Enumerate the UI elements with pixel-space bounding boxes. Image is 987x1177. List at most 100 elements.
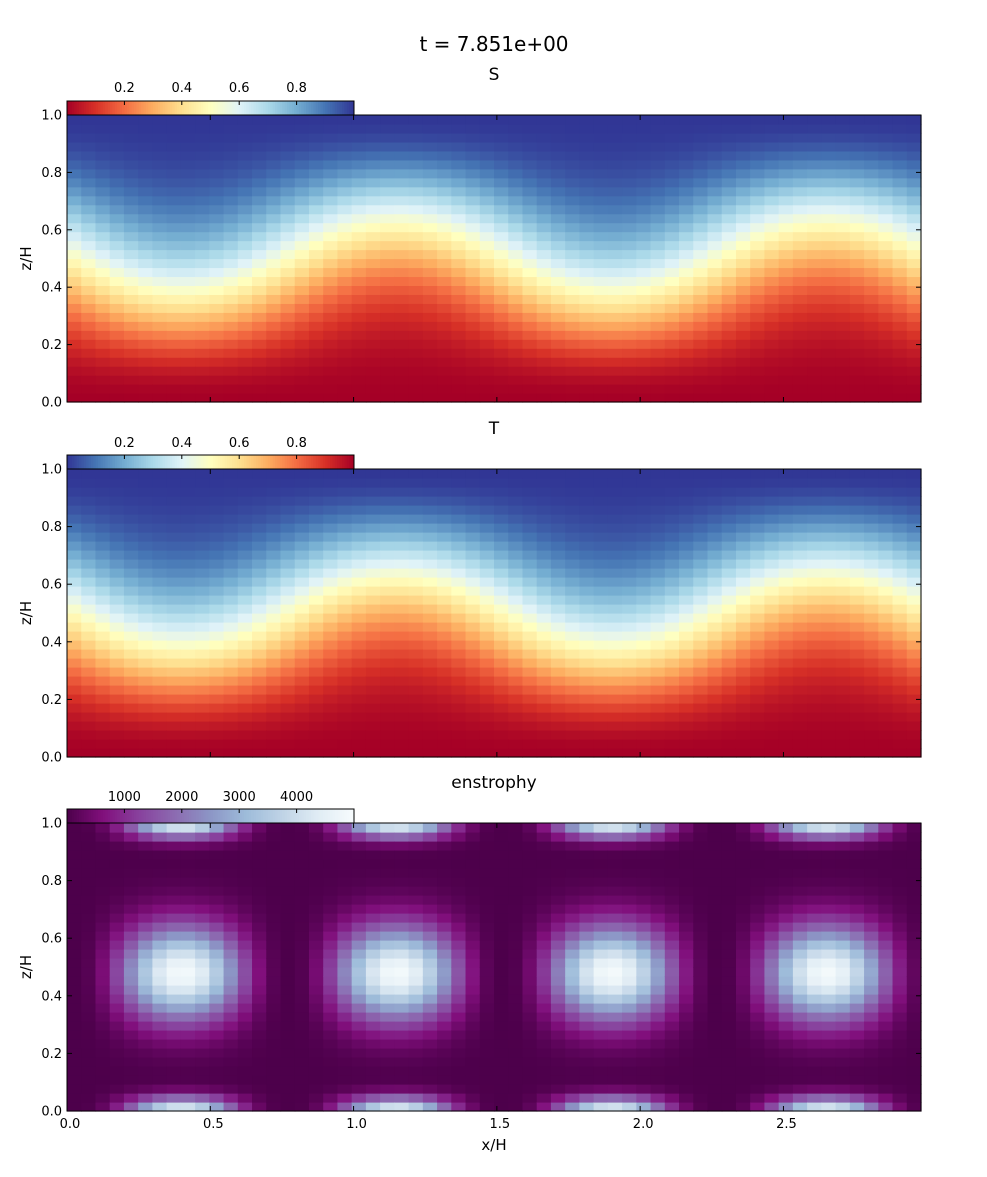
heatmap-cell <box>764 712 780 722</box>
heatmap-cell <box>864 213 879 224</box>
heatmap-cell <box>764 613 780 623</box>
heatmap-cell <box>693 240 709 251</box>
heatmap-cell <box>280 123 296 134</box>
heatmap-cell <box>252 841 267 851</box>
heatmap-cell <box>195 505 210 515</box>
heatmap-cell <box>707 514 723 524</box>
heatmap-cell <box>437 132 452 143</box>
heatmap-cell <box>750 321 766 331</box>
heatmap-cell <box>792 667 808 677</box>
heatmap-cell <box>451 213 467 224</box>
heatmap-cell <box>607 150 623 161</box>
heatmap-cell <box>807 595 822 605</box>
colorbar-segment <box>298 455 302 469</box>
heatmap-cell <box>408 658 424 668</box>
heatmap-cell <box>494 496 509 506</box>
heatmap-cell <box>707 559 723 569</box>
heatmap-cell <box>152 1075 168 1085</box>
heatmap-cell <box>622 631 637 641</box>
colorbar-segment <box>100 101 104 115</box>
heatmap-cell <box>550 622 566 632</box>
heatmap-cell <box>308 721 324 731</box>
heatmap-cell <box>280 312 296 322</box>
heatmap-cell <box>252 267 267 278</box>
heatmap-cell <box>380 366 395 376</box>
heatmap-cell <box>81 1093 97 1103</box>
heatmap-cell <box>81 478 97 488</box>
heatmap-cell <box>522 712 538 722</box>
heatmap-cell <box>109 1021 125 1031</box>
heatmap-cell <box>152 541 168 551</box>
heatmap-cell <box>266 1030 282 1040</box>
heatmap-cell <box>864 604 879 614</box>
heatmap-cell <box>209 393 225 403</box>
heatmap-cell <box>109 532 125 542</box>
heatmap-cell <box>579 676 595 686</box>
heatmap-cell <box>351 739 367 749</box>
colorbar-segment <box>344 455 348 469</box>
heatmap-cell <box>721 168 737 179</box>
heatmap-cell <box>878 303 894 313</box>
heatmap-cell <box>906 258 922 269</box>
heatmap-cell <box>351 366 367 376</box>
colorbar-segment <box>310 101 314 115</box>
heatmap-cell <box>223 204 239 215</box>
heatmap-cell <box>422 541 438 551</box>
heatmap-cell <box>807 186 822 197</box>
heatmap-cell <box>494 622 509 632</box>
heatmap-cell <box>95 676 111 686</box>
heatmap-cell <box>906 739 922 749</box>
heatmap-cell <box>593 550 609 560</box>
heatmap-cell <box>593 294 609 304</box>
heatmap-cell <box>223 213 239 224</box>
heatmap-cell <box>81 631 97 641</box>
heatmap-cell <box>323 640 339 650</box>
heatmap-cell <box>778 685 794 695</box>
heatmap-cell <box>565 739 580 749</box>
heatmap-cell <box>437 721 452 731</box>
heatmap-cell <box>508 186 524 197</box>
heatmap-cell <box>422 141 438 152</box>
heatmap-cell <box>252 505 267 515</box>
heatmap-cell <box>579 177 595 188</box>
heatmap-cell <box>792 204 808 215</box>
heatmap-cell <box>337 240 353 251</box>
heatmap-cell <box>878 685 894 695</box>
heatmap-cell <box>479 366 495 376</box>
heatmap-cell <box>465 384 481 394</box>
heatmap-cell <box>266 640 282 650</box>
colorbar-segment <box>310 455 314 469</box>
heatmap-cell <box>735 384 751 394</box>
heatmap-cell <box>764 339 780 349</box>
heatmap-cell <box>792 294 808 304</box>
heatmap-cell <box>835 375 851 385</box>
heatmap-cell <box>95 703 111 713</box>
heatmap-cell <box>494 514 509 524</box>
heatmap-cell <box>252 676 267 686</box>
heatmap-cell <box>95 285 111 295</box>
heatmap-cell <box>323 721 339 731</box>
heatmap-cell <box>123 321 139 331</box>
heatmap-cell <box>778 487 794 497</box>
heatmap-cell <box>465 222 481 233</box>
heatmap-cell <box>266 339 282 349</box>
heatmap-cell <box>109 1030 125 1040</box>
heatmap-cell <box>365 685 381 695</box>
heatmap-cell <box>693 159 709 170</box>
heatmap-cell <box>579 204 595 215</box>
heatmap-cell <box>707 640 723 650</box>
heatmap-cell <box>494 213 509 224</box>
heatmap-cell <box>195 823 210 833</box>
heatmap-cell <box>209 985 225 995</box>
heatmap-cell <box>408 985 424 995</box>
heatmap-cell <box>67 505 82 515</box>
heatmap-cell <box>792 393 808 403</box>
colorbar-segment <box>76 101 80 115</box>
heatmap-cell <box>892 141 908 152</box>
heatmap-cell <box>152 339 168 349</box>
heatmap-cell <box>878 312 894 322</box>
heatmap-cell <box>365 859 381 869</box>
heatmap-cell <box>294 940 310 950</box>
heatmap-cell <box>266 850 282 860</box>
heatmap-cell <box>721 321 737 331</box>
